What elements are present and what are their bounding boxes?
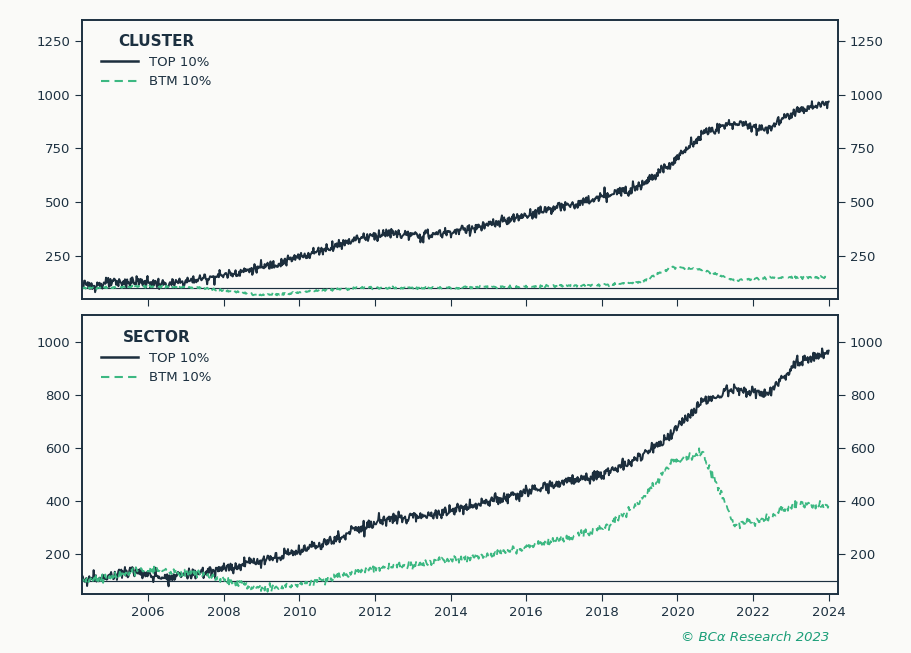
Legend: TOP 10%, BTM 10%: TOP 10%, BTM 10%	[97, 325, 217, 389]
Text: © BCα Research 2023: © BCα Research 2023	[681, 631, 829, 644]
Legend: TOP 10%, BTM 10%: TOP 10%, BTM 10%	[97, 29, 217, 94]
